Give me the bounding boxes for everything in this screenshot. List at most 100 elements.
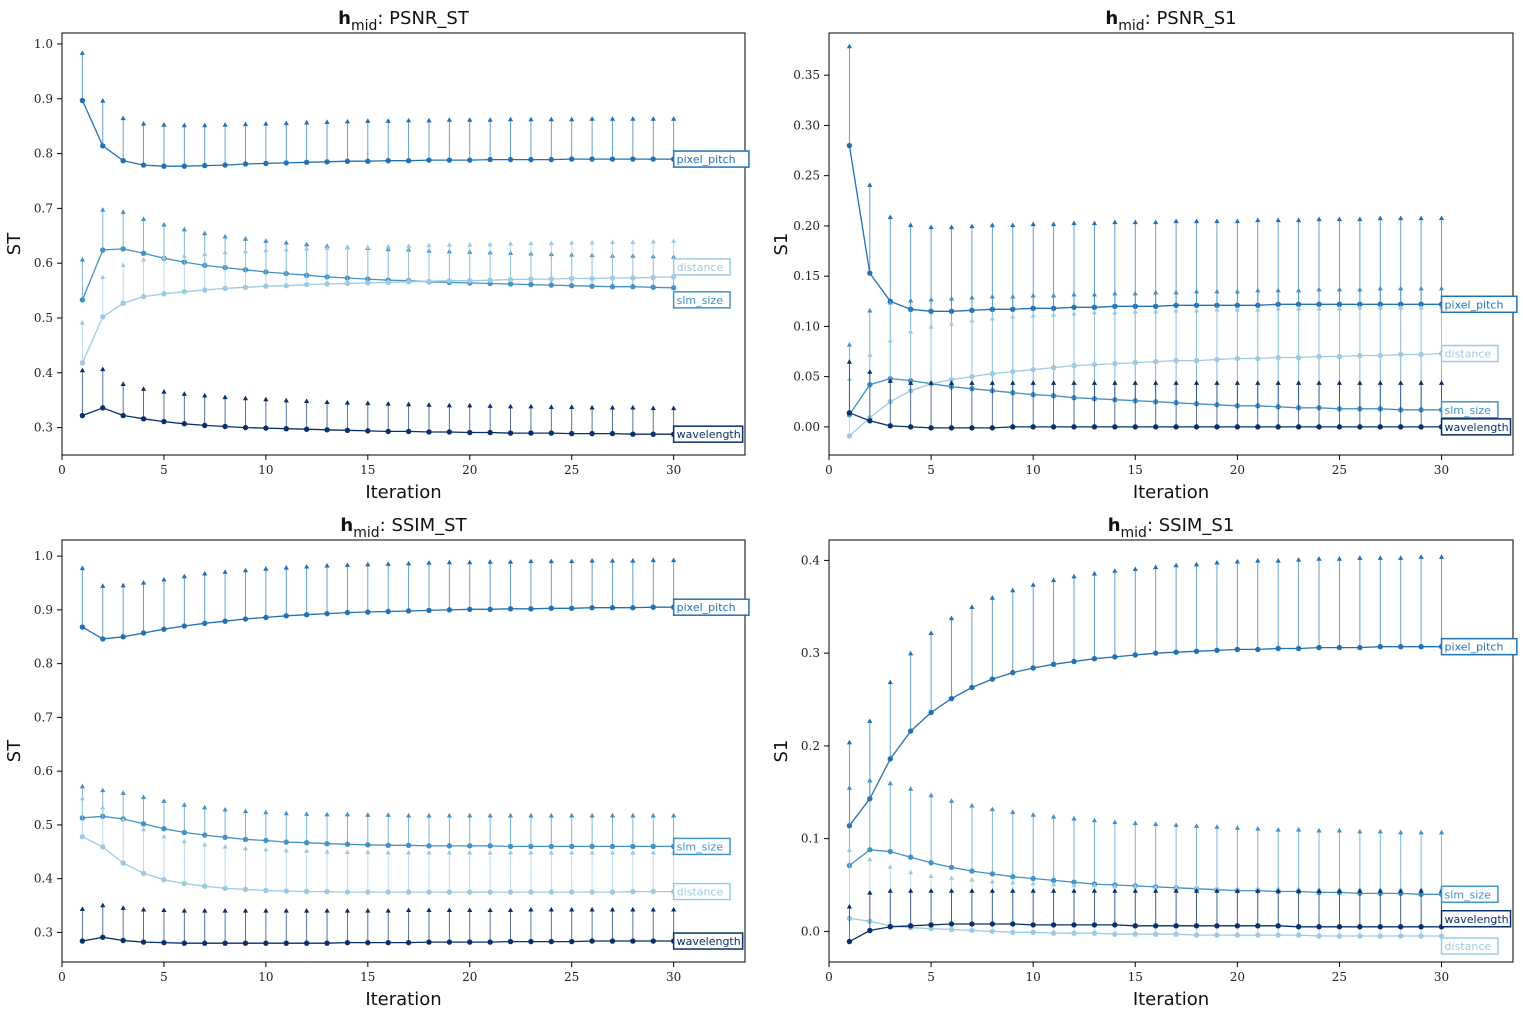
error-cap-marker xyxy=(1173,380,1179,385)
series-pixel_pitch xyxy=(79,557,677,642)
x-tick-label: 30 xyxy=(1434,463,1449,477)
data-point xyxy=(1193,357,1200,364)
data-point xyxy=(181,829,188,836)
error-cap-marker xyxy=(1030,292,1036,298)
error-cap-marker xyxy=(1030,221,1036,227)
error-cap-marker xyxy=(344,562,351,567)
data-point xyxy=(1132,424,1138,430)
data-point xyxy=(385,428,391,435)
error-cap-marker xyxy=(1153,821,1159,827)
error-cap-marker xyxy=(528,240,534,246)
error-cap-marker xyxy=(405,907,412,913)
error-cap-marker xyxy=(528,812,534,818)
data-point xyxy=(507,843,514,850)
error-cap-marker xyxy=(1438,285,1445,291)
data-point xyxy=(887,423,893,429)
chart-title: hmid: PSNR_ST xyxy=(338,8,470,34)
error-cap-marker xyxy=(1398,829,1404,835)
error-cap-marker xyxy=(1296,888,1302,893)
legend-label-wavelength: wavelength xyxy=(672,932,744,950)
data-point xyxy=(1071,424,1077,430)
series-line xyxy=(848,145,1442,312)
data-point xyxy=(405,608,412,614)
data-point xyxy=(1295,645,1302,652)
series-line xyxy=(848,377,1442,416)
series-distance xyxy=(79,795,677,895)
data-point xyxy=(1234,646,1241,653)
error-cap-marker xyxy=(242,248,249,254)
y-tick-label: 0.9 xyxy=(34,603,53,617)
error-cap-marker xyxy=(948,295,955,301)
data-point xyxy=(283,888,289,894)
data-point xyxy=(1295,424,1302,430)
error-cap-marker xyxy=(487,849,493,855)
data-point xyxy=(263,940,269,946)
y-tick-label: 0.3 xyxy=(34,925,53,939)
x-tick-label: 0 xyxy=(825,970,833,984)
error-cap-marker xyxy=(867,352,873,357)
error-cap-marker xyxy=(507,849,514,855)
error-cap-marker xyxy=(846,785,853,790)
series-line xyxy=(849,923,1442,943)
error-cap-marker xyxy=(1418,554,1424,559)
chart-title-subscript: mid xyxy=(353,525,379,541)
data-point xyxy=(867,270,873,276)
error-cap-marker xyxy=(908,297,914,303)
error-cap-marker xyxy=(324,907,330,913)
data-point xyxy=(242,616,249,622)
data-point xyxy=(100,314,106,320)
y-tick-label: 0.7 xyxy=(34,201,53,215)
error-cap-marker xyxy=(650,849,656,855)
error-cap-marker xyxy=(140,580,147,585)
data-point xyxy=(426,157,432,163)
error-cap-marker xyxy=(650,238,656,244)
data-point xyxy=(1152,650,1159,656)
error-cap-marker xyxy=(344,849,351,854)
data-point xyxy=(569,938,575,945)
data-point xyxy=(948,425,955,431)
series-line xyxy=(82,836,674,893)
error-cap-marker xyxy=(989,806,995,812)
error-cap-marker xyxy=(222,394,228,400)
error-cap-marker xyxy=(1255,217,1261,223)
error-cap-marker xyxy=(1030,582,1036,587)
data-point xyxy=(969,927,975,934)
error-cap-marker xyxy=(1071,815,1077,821)
data-point xyxy=(344,427,351,434)
x-axis-label: Iteration xyxy=(365,989,441,1010)
error-cap-marker xyxy=(487,403,493,408)
error-cap-marker xyxy=(426,402,432,407)
error-cap-marker xyxy=(969,294,975,300)
legend-text: pixel_pitch xyxy=(1445,298,1504,311)
error-cap-marker xyxy=(283,397,289,403)
data-point xyxy=(120,937,126,944)
legend-box xyxy=(1440,401,1499,419)
x-tick-label: 20 xyxy=(1230,970,1245,984)
error-cap-marker xyxy=(385,812,391,817)
data-point xyxy=(1357,424,1363,430)
error-cap-marker xyxy=(1336,305,1343,311)
error-cap-marker xyxy=(1050,311,1057,317)
error-cap-marker xyxy=(846,847,853,852)
error-cap-marker xyxy=(1112,290,1118,296)
error-cap-marker xyxy=(242,121,249,127)
data-point xyxy=(100,934,106,940)
error-cap-marker xyxy=(120,115,126,121)
error-cap-marker xyxy=(1255,380,1261,385)
data-point xyxy=(1050,930,1057,936)
error-cap-marker xyxy=(344,118,351,124)
error-cap-marker xyxy=(140,826,147,832)
data-point xyxy=(528,606,534,612)
data-point xyxy=(1398,924,1404,930)
data-point xyxy=(1030,665,1036,671)
error-cap-marker xyxy=(283,810,289,816)
chart-title-main: h xyxy=(338,8,351,29)
legend-box xyxy=(1440,295,1518,314)
error-cap-marker xyxy=(263,247,269,253)
error-cap-marker xyxy=(1336,827,1343,833)
data-point xyxy=(1275,932,1281,938)
error-cap-marker xyxy=(928,792,934,798)
error-cap-marker xyxy=(1050,577,1057,583)
error-cap-marker xyxy=(304,848,310,853)
data-point xyxy=(507,281,514,287)
